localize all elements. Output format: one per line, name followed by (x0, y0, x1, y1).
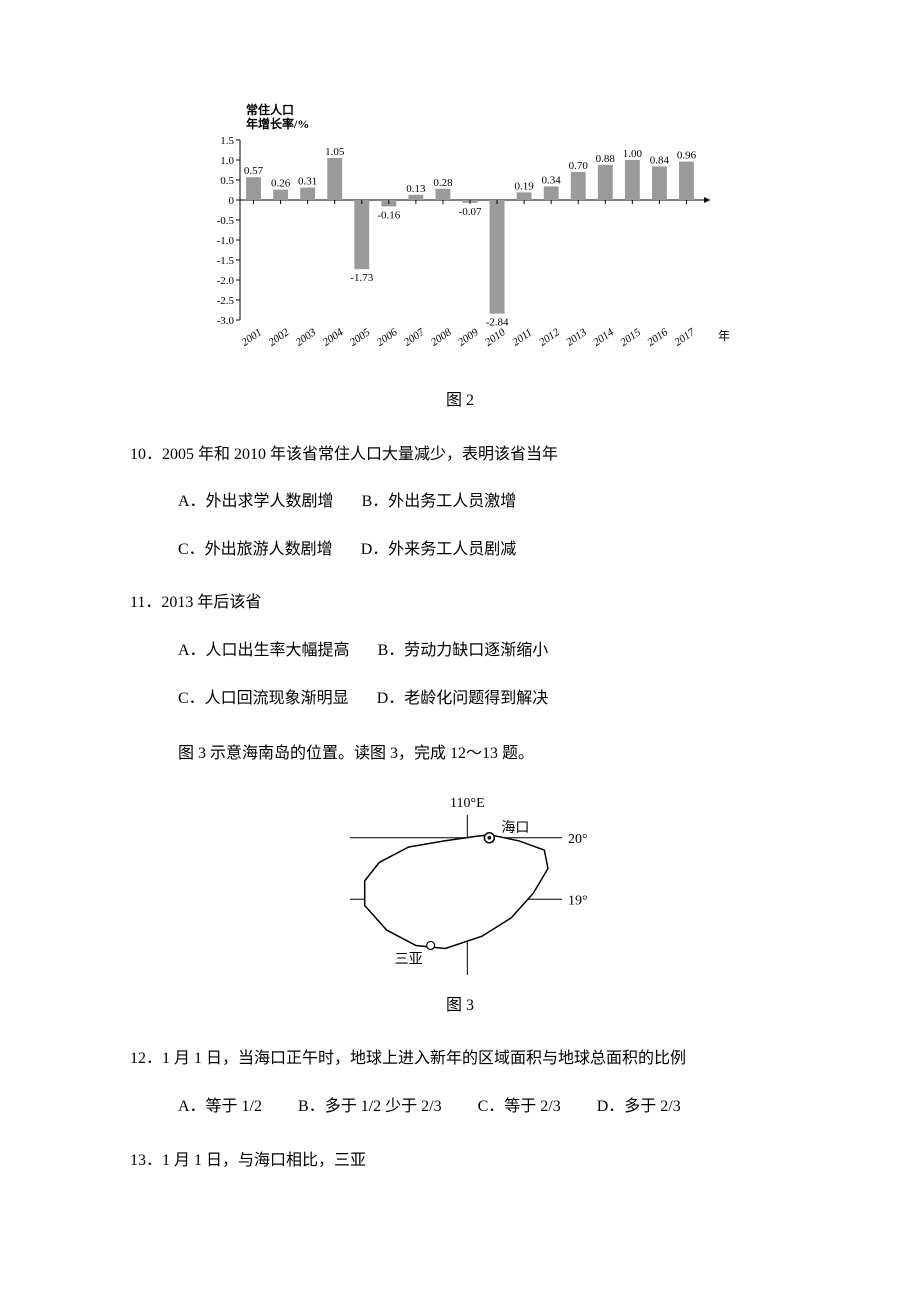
svg-text:0.28: 0.28 (433, 177, 453, 189)
q11-opt-a: A．人口出生率大幅提高 (178, 638, 350, 664)
question-10: 10．2005 年和 2010 年该省常住人口大量减少，表明该省当年 A．外出求… (130, 442, 790, 563)
svg-text:2011: 2011 (510, 327, 534, 349)
svg-text:-1.5: -1.5 (217, 255, 235, 267)
q11-opt-b: B．劳动力缺口逐渐缩小 (378, 638, 549, 664)
q11-options: A．人口出生率大幅提高 B．劳动力缺口逐渐缩小 C．人口回流现象渐明显 D．老龄… (178, 638, 790, 711)
svg-text:0.70: 0.70 (569, 160, 589, 172)
svg-text:2013: 2013 (564, 326, 589, 349)
svg-text:2007: 2007 (402, 326, 427, 349)
svg-text:0.34: 0.34 (542, 174, 562, 186)
q13-stem: 13．1 月 1 日，与海口相比，三亚 (130, 1148, 790, 1174)
svg-text:0.13: 0.13 (406, 183, 426, 195)
chart-2-container: 常住人口年增长率/% -3.0 -2.5 -2.0 -1.5 -1.0 -0.5 0 0.5 1.… (180, 100, 740, 414)
q12-opt-b: B．多于 1/2 少于 2/3 (298, 1094, 442, 1120)
svg-text:2001: 2001 (239, 326, 264, 348)
q12-opt-c: C．等于 2/3 (478, 1094, 561, 1120)
svg-text:0.31: 0.31 (298, 176, 317, 188)
svg-text:常住人口: 常住人口 (246, 102, 294, 117)
svg-text:110°E: 110°E (450, 796, 485, 811)
question-11: 11．2013 年后该省 A．人口出生率大幅提高 B．劳动力缺口逐渐缩小 C．人… (130, 590, 790, 711)
q10-opt-b: B．外出务工人员激增 (362, 489, 517, 515)
svg-text:2009: 2009 (456, 326, 481, 349)
svg-text:0.19: 0.19 (514, 180, 534, 192)
q10-options: A．外出求学人数剧增 B．外出务工人员激增 C．外出旅游人数剧增 D．外来务工人… (178, 489, 790, 562)
q12-options: A．等于 1/2 B．多于 1/2 少于 2/3 C．等于 2/3 D．多于 2… (178, 1094, 790, 1120)
q12-stem: 12．1 月 1 日，当海口正午时，地球上进入新年的区域面积与地球总面积的比例 (130, 1046, 790, 1072)
svg-text:0.96: 0.96 (677, 150, 697, 162)
svg-text:三亚: 三亚 (395, 952, 423, 967)
svg-text:20°: 20° (568, 832, 588, 847)
svg-text:2005: 2005 (348, 326, 373, 349)
svg-text:2012: 2012 (537, 326, 562, 349)
svg-text:-1.0: -1.0 (217, 235, 235, 247)
chart-2-svg: 常住人口年增长率/% -3.0 -2.5 -2.0 -1.5 -1.0 -0.5 0 0.5 1.… (180, 100, 740, 380)
svg-text:-2.0: -2.0 (217, 275, 235, 287)
svg-text:-2.5: -2.5 (217, 295, 235, 307)
svg-text:2016: 2016 (645, 326, 670, 349)
svg-text:0.88: 0.88 (596, 153, 616, 165)
svg-text:年: 年 (718, 329, 730, 343)
question-13: 13．1 月 1 日，与海口相比，三亚 (130, 1148, 790, 1174)
svg-text:0.84: 0.84 (650, 154, 670, 166)
q12-opt-a: A．等于 1/2 (178, 1094, 262, 1120)
svg-text:2017: 2017 (672, 326, 697, 349)
svg-text:年增长率/%: 年增长率/% (246, 116, 309, 131)
svg-text:1.05: 1.05 (325, 146, 345, 158)
q10-opt-c: C．外出旅游人数剧增 (178, 537, 333, 563)
svg-text:2015: 2015 (618, 326, 643, 349)
svg-text:2004: 2004 (321, 326, 346, 349)
svg-text:1.5: 1.5 (220, 135, 234, 147)
q11-opt-d: D．老龄化问题得到解决 (377, 686, 549, 712)
svg-text:19°: 19° (568, 893, 588, 908)
q10-stem: 10．2005 年和 2010 年该省常住人口大量减少，表明该省当年 (130, 442, 790, 468)
svg-text:-2.84: -2.84 (486, 317, 509, 329)
chart-2-caption: 图 2 (180, 388, 740, 414)
svg-text:2006: 2006 (375, 326, 400, 349)
svg-text:2014: 2014 (591, 326, 616, 349)
svg-text:0.57: 0.57 (244, 165, 264, 177)
q11-opt-c: C．人口回流现象渐明显 (178, 686, 349, 712)
svg-text:海口: 海口 (501, 820, 529, 836)
svg-text:-1.73: -1.73 (350, 272, 373, 284)
svg-text:1.00: 1.00 (623, 148, 643, 160)
question-12: 12．1 月 1 日，当海口正午时，地球上进入新年的区域面积与地球总面积的比例 … (130, 1046, 790, 1119)
svg-text:2008: 2008 (429, 326, 454, 349)
svg-text:0.5: 0.5 (220, 175, 234, 187)
svg-text:2003: 2003 (293, 326, 318, 349)
map-3-container: 110°E 20° 19° 海口三亚 图 3 (310, 787, 610, 1019)
map-3-caption: 图 3 (310, 993, 610, 1019)
svg-text:-0.5: -0.5 (217, 215, 235, 227)
svg-text:-0.07: -0.07 (459, 206, 482, 218)
map-3-svg: 110°E 20° 19° 海口三亚 (330, 787, 590, 987)
svg-text:1.0: 1.0 (220, 155, 234, 167)
q12-opt-d: D．多于 2/3 (597, 1094, 681, 1120)
svg-text:0: 0 (229, 195, 235, 207)
svg-text:0.26: 0.26 (271, 178, 291, 190)
q10-opt-a: A．外出求学人数剧增 (178, 489, 334, 515)
svg-text:2010: 2010 (483, 326, 508, 349)
svg-text:2002: 2002 (266, 326, 291, 349)
svg-text:-3.0: -3.0 (217, 315, 235, 327)
q11-stem: 11．2013 年后该省 (130, 590, 790, 616)
reading-prompt-12-13: 图 3 示意海南岛的位置。读图 3，完成 12～13 题。 (178, 741, 790, 767)
q10-opt-d: D．外来务工人员剧减 (361, 537, 517, 563)
svg-text:-0.16: -0.16 (377, 209, 400, 221)
